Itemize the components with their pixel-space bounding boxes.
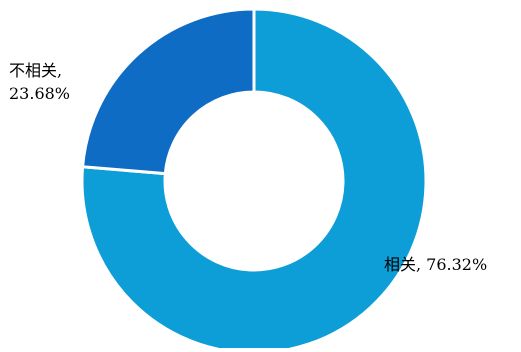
slice-related [80, 7, 428, 352]
data-label-related-line: 相关, 76.32% [384, 255, 488, 274]
data-label-unrelated: 不相关, 23.68% [9, 59, 70, 105]
data-label-unrelated-line-2: 23.68% [9, 84, 71, 103]
data-label-related: 相关, 76.32% [384, 253, 487, 276]
donut-slices [80, 7, 428, 352]
data-label-unrelated-line-1: 不相关, [9, 61, 63, 80]
slice-unrelated [80, 7, 256, 176]
